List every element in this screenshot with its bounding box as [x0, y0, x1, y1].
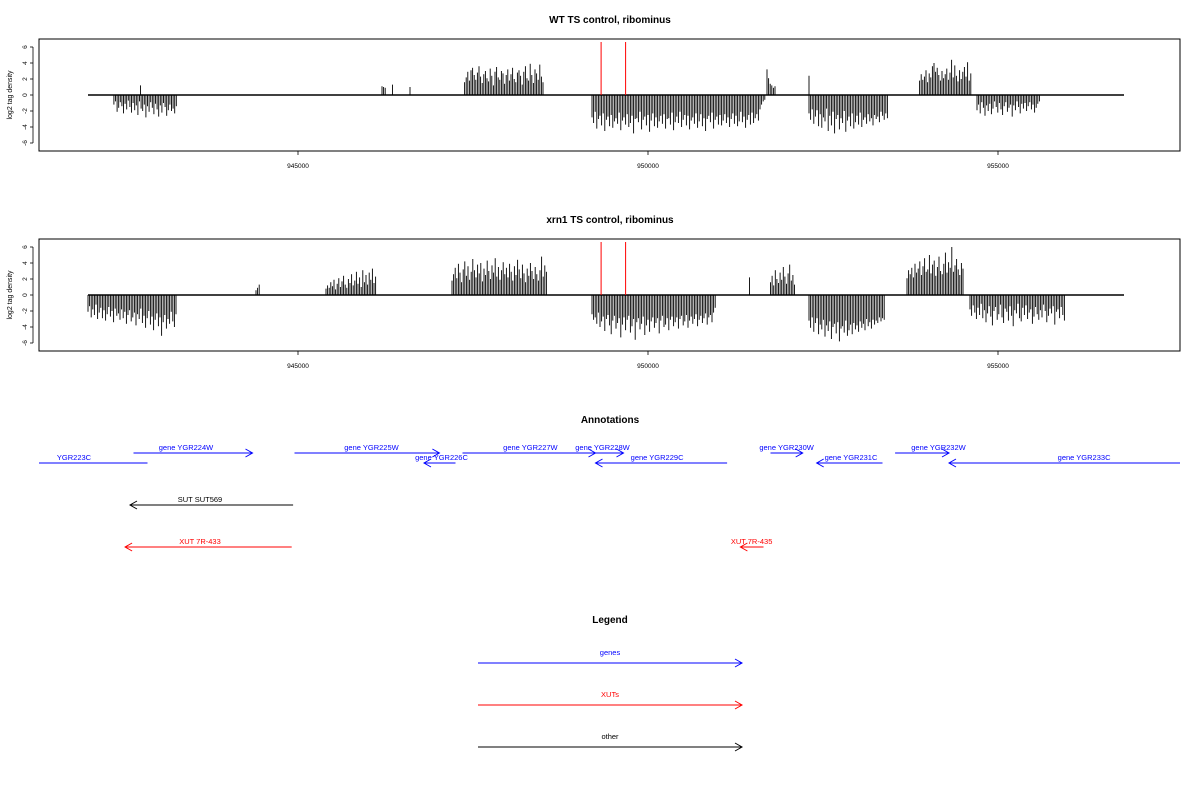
feature-arrow [895, 448, 951, 458]
arrow-head [128, 500, 138, 510]
x-tick-label: 945000 [287, 363, 309, 370]
feature-label: gene YGR227W [503, 443, 558, 452]
feature-label: SUT SUT569 [178, 495, 222, 504]
feature-arrow [739, 542, 764, 552]
x-tick-label: 950000 [637, 363, 659, 370]
y-tick-label: -4 [22, 324, 29, 330]
y-axis-label: log2 tag density [7, 70, 14, 120]
xrn1-coverage-panel: xrn1 TS control, ribominus log2 tag dens… [7, 215, 1181, 370]
tag-density-bars [88, 59, 1124, 134]
wt-coverage-panel: WT TS control, ribominus log2 tag densit… [7, 15, 1181, 170]
legend-title: Legend [592, 615, 628, 626]
panel-title: xrn1 TS control, ribominus [546, 215, 674, 226]
y-tick-label: -6 [22, 140, 29, 146]
marker-lines [600, 42, 627, 95]
feature-label: gene YGR233C [1058, 453, 1111, 462]
feature-label: gene YGR232W [911, 443, 966, 452]
feature-arrow [294, 448, 441, 458]
panel-title: WT TS control, ribominus [549, 15, 671, 26]
y-tick-label: 2 [22, 77, 29, 81]
y-axis: -6 -4 -2 0 2 4 6 [22, 245, 34, 346]
arrow-head [594, 458, 603, 468]
y-tick-label: 6 [22, 45, 29, 49]
legend-label: genes [600, 648, 621, 657]
x-axis: 945000 950000 955000 [287, 151, 1009, 170]
arrow-head [734, 658, 744, 668]
arrow-head [245, 448, 254, 458]
feature-label: gene YGR224W [159, 443, 214, 452]
y-tick-label: -2 [22, 108, 29, 114]
y-tick-label: 4 [22, 61, 29, 65]
plot-frame [38, 238, 1181, 352]
arrow-head [815, 458, 824, 468]
feature-arrow [133, 448, 254, 458]
arrow-head [734, 700, 744, 710]
feature-label: XUT 7R-435 [731, 537, 773, 546]
arrow-head [734, 742, 744, 752]
legend-label: other [601, 732, 619, 741]
arrow-head [422, 458, 432, 468]
feature-arrow [124, 542, 292, 552]
y-tick-label: -2 [22, 308, 29, 314]
annotations-title: Annotations [581, 415, 640, 426]
x-tick-label: 955000 [987, 363, 1009, 370]
feature-label: gene YGR230W [759, 443, 814, 452]
feature-label: gene YGR225W [344, 443, 399, 452]
arrow-head [124, 542, 133, 552]
arrow-head [795, 448, 804, 458]
legend-label: XUTs [601, 690, 619, 699]
plot-frame [38, 38, 1181, 152]
feature-label: YGR223C [57, 453, 92, 462]
y-axis: -6 -4 -2 0 2 4 6 [22, 45, 34, 146]
feature-label: gene YGR228W [575, 443, 630, 452]
feature-arrow [422, 458, 456, 468]
y-tick-label: -4 [22, 124, 29, 130]
y-tick-label: 6 [22, 245, 29, 249]
feature-arrow [581, 448, 625, 458]
x-axis: 945000 950000 955000 [287, 351, 1009, 370]
y-tick-label: 4 [22, 261, 29, 265]
x-tick-label: 955000 [987, 163, 1009, 170]
y-axis-label: log2 tag density [7, 270, 14, 320]
arrow-head [432, 448, 441, 458]
feature-arrow [815, 458, 883, 468]
annotations-panel: Annotations YGR223C gene YGR224W gene YGR2… [39, 415, 1180, 552]
feature-arrow [594, 458, 728, 468]
feature-label: XUT 7R-433 [179, 537, 221, 546]
feature-label: gene YGR226C [415, 453, 468, 462]
y-tick-label: 2 [22, 277, 29, 281]
arrow-head [947, 458, 957, 468]
legend-arrow [478, 742, 744, 752]
arrow-head [616, 448, 625, 458]
feature-arrow [128, 500, 294, 510]
feature-arrow [770, 448, 804, 458]
feature-label: gene YGR229C [631, 453, 684, 462]
legend-panel: Legend genes XUTs other [478, 615, 744, 752]
arrow-head [739, 542, 748, 552]
marker-lines [600, 242, 627, 295]
y-tick-label: 0 [22, 293, 29, 297]
arrow-head [941, 448, 951, 458]
y-tick-label: -6 [22, 340, 29, 346]
y-tick-label: 0 [22, 93, 29, 97]
legend-arrow [478, 700, 744, 710]
legend-items: genes XUTs other [478, 648, 744, 752]
tag-density-bars [87, 247, 1124, 342]
x-tick-label: 945000 [287, 163, 309, 170]
x-tick-label: 950000 [637, 163, 659, 170]
feature-label: gene YGR231C [825, 453, 878, 462]
feature-arrow [947, 458, 1180, 468]
legend-arrow [478, 658, 744, 668]
annotation-tracks: YGR223C gene YGR224W gene YGR225W gene YGR2… [39, 443, 1180, 552]
